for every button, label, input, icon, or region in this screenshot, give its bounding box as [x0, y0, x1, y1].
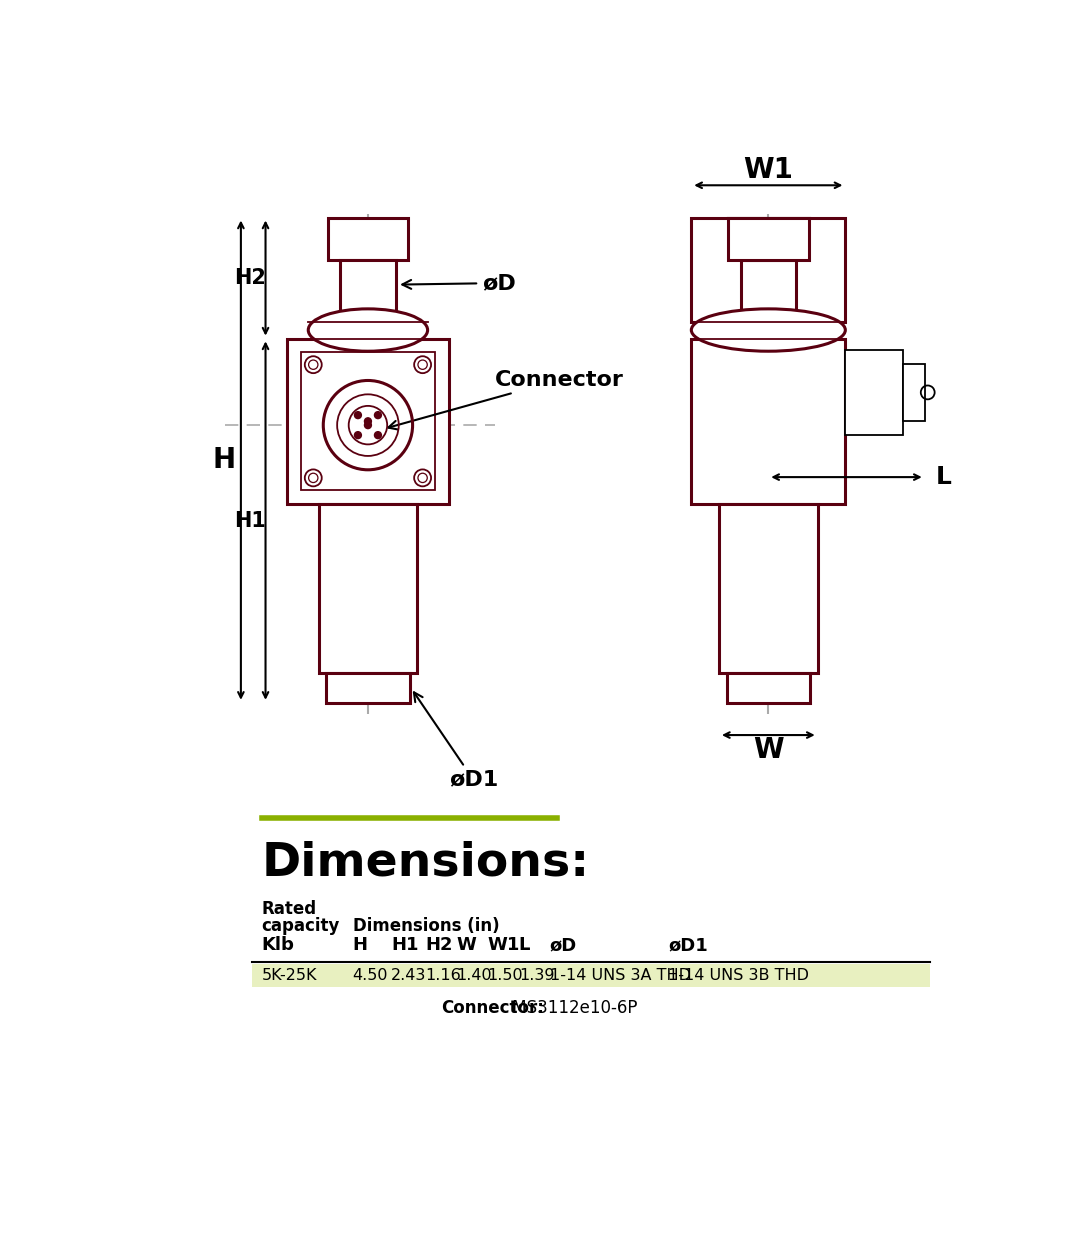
Circle shape: [354, 431, 361, 439]
Circle shape: [364, 421, 372, 429]
Bar: [741, 260, 796, 321]
Bar: [692, 218, 845, 321]
Ellipse shape: [692, 309, 845, 351]
Text: 2.43: 2.43: [391, 968, 426, 983]
Bar: [728, 218, 809, 260]
Text: 5K-25K: 5K-25K: [262, 968, 317, 983]
Circle shape: [364, 418, 372, 425]
Bar: [741, 260, 796, 321]
Text: Dimensions (in): Dimensions (in): [352, 917, 499, 934]
Bar: [252, 964, 930, 986]
Text: øD: øD: [550, 937, 577, 954]
Text: Dimensions:: Dimensions:: [262, 840, 590, 885]
Text: MS3112e10-6P: MS3112e10-6P: [507, 1000, 637, 1017]
Text: Connector:: Connector:: [441, 1000, 543, 1017]
Text: 1.50: 1.50: [488, 968, 523, 983]
Text: Rated: Rated: [262, 900, 317, 918]
Bar: [301, 352, 435, 491]
Text: 1.39: 1.39: [519, 968, 554, 983]
Text: L: L: [519, 937, 531, 954]
Circle shape: [354, 412, 361, 419]
Bar: [727, 674, 810, 703]
Ellipse shape: [308, 309, 427, 351]
Text: øD1: øD1: [668, 937, 708, 954]
Bar: [728, 218, 809, 260]
Circle shape: [375, 412, 381, 419]
Text: W1: W1: [743, 156, 794, 184]
Text: 1.16: 1.16: [425, 968, 462, 983]
Text: 4.50: 4.50: [352, 968, 388, 983]
Circle shape: [375, 431, 381, 439]
Text: 1-14 UNS 3B THD: 1-14 UNS 3B THD: [668, 968, 809, 983]
Text: 1.40: 1.40: [456, 968, 492, 983]
Text: øD1: øD1: [413, 692, 498, 790]
Text: H: H: [213, 446, 235, 475]
Text: L: L: [937, 465, 952, 489]
Text: capacity: capacity: [262, 917, 340, 934]
Text: øD: øD: [403, 273, 516, 293]
Bar: [328, 218, 408, 260]
Bar: [692, 339, 845, 504]
Text: W: W: [456, 937, 477, 954]
Bar: [903, 363, 925, 421]
Text: H1: H1: [391, 937, 419, 954]
Text: 1-14 UNS 3A THD: 1-14 UNS 3A THD: [550, 968, 691, 983]
Bar: [340, 260, 395, 321]
Text: Connector: Connector: [389, 370, 624, 429]
Text: H1: H1: [234, 510, 266, 530]
Text: H: H: [352, 937, 367, 954]
Bar: [326, 674, 409, 703]
Text: Klb: Klb: [262, 937, 294, 954]
Bar: [720, 504, 817, 674]
Bar: [287, 339, 449, 504]
Bar: [845, 350, 903, 435]
Text: H2: H2: [234, 268, 266, 288]
Text: W: W: [753, 737, 784, 764]
Text: H2: H2: [425, 937, 453, 954]
Bar: [319, 504, 417, 674]
Text: W1: W1: [488, 937, 520, 954]
